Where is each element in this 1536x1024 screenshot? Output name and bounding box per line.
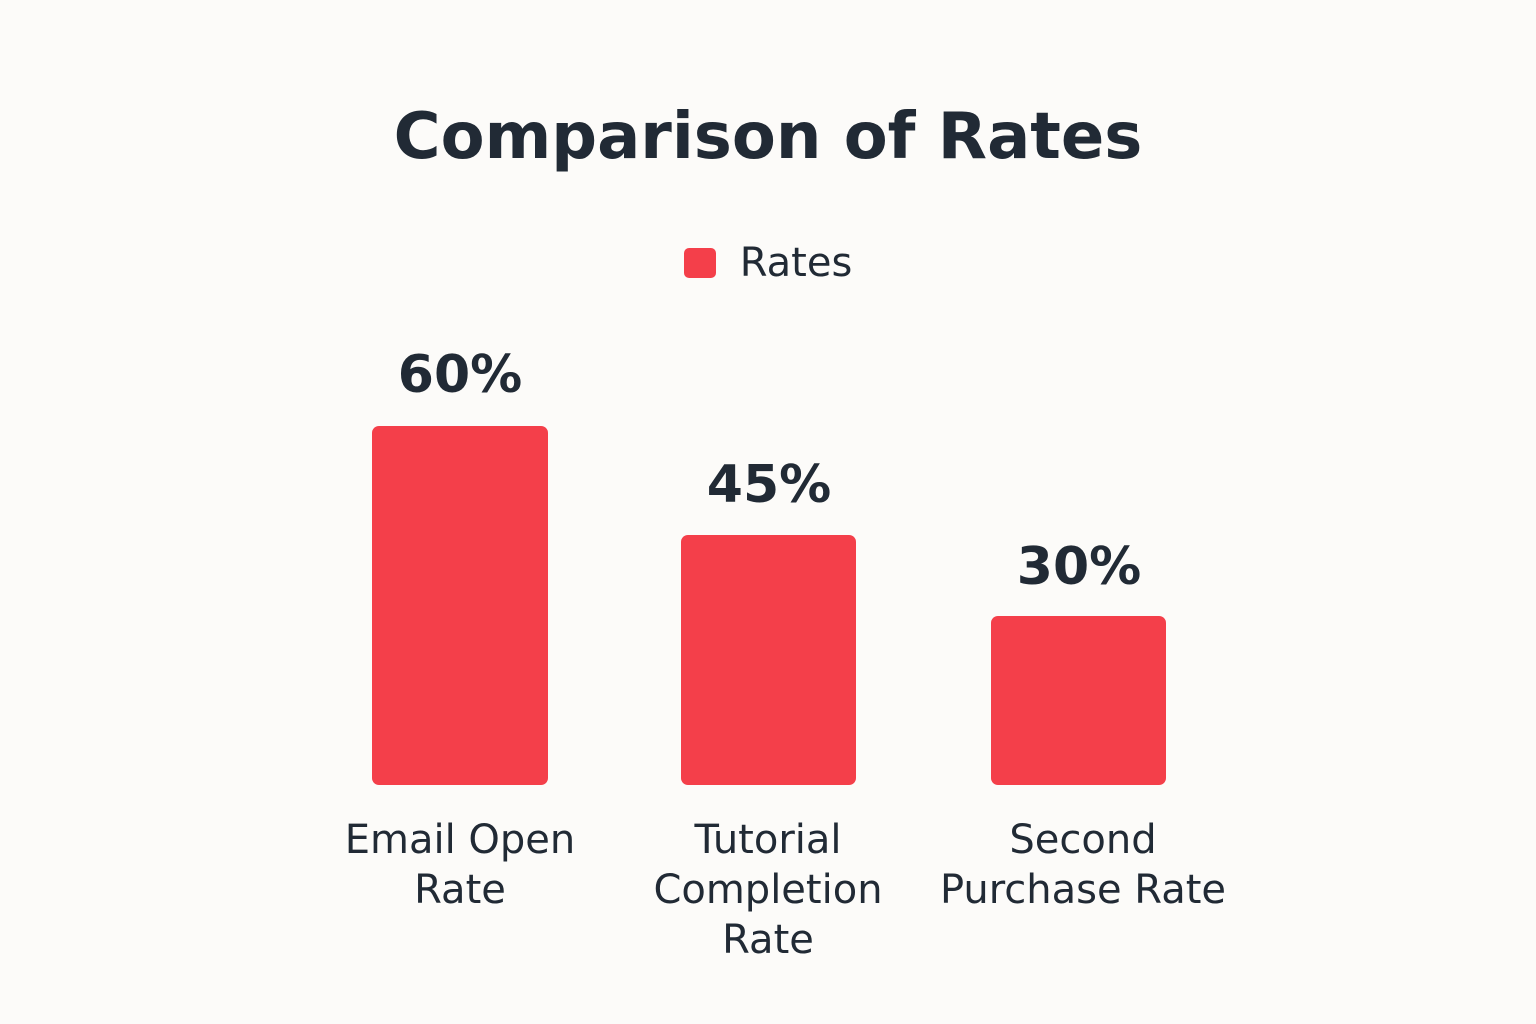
bar-tutorial-completion-rate: [681, 535, 856, 785]
category-label: Second Purchase Rate: [933, 815, 1233, 915]
category-label: Tutorial Completion Rate: [618, 815, 918, 965]
category-label-line: Tutorial: [694, 817, 842, 863]
bar-second-purchase-rate: [991, 616, 1166, 785]
category-label-line: Completion: [653, 867, 883, 913]
legend-label: Rates: [739, 240, 853, 286]
legend-swatch: [683, 248, 716, 278]
chart-title: Comparison of Rates: [393, 100, 1143, 174]
category-label-line: Purchase Rate: [939, 867, 1227, 913]
category-label-line: Rate: [414, 867, 506, 913]
value-label: 60%: [397, 345, 523, 405]
legend: Rates: [0, 240, 1536, 286]
category-label-line: Email Open: [344, 817, 576, 863]
category-label-line: Rate: [722, 917, 814, 963]
value-label: 45%: [706, 455, 832, 515]
value-label: 30%: [1016, 537, 1142, 597]
category-label: Email Open Rate: [310, 815, 610, 915]
bar-email-open-rate: [372, 426, 548, 785]
category-label-line: Second: [1009, 817, 1157, 863]
